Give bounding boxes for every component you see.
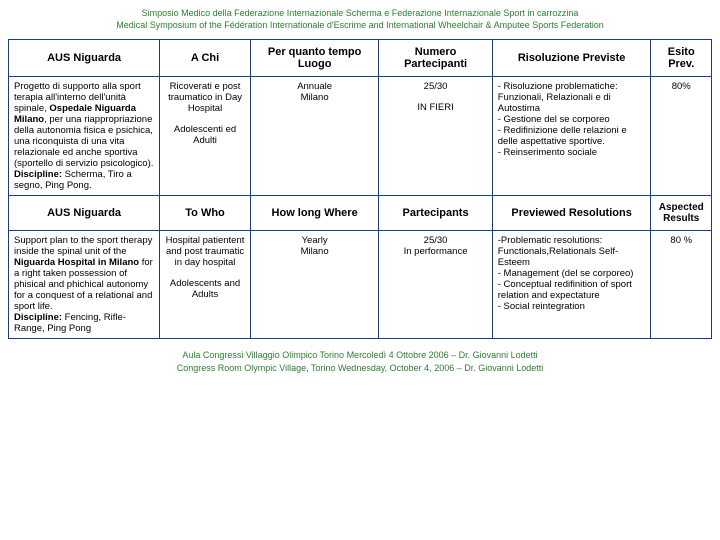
- num-1: 25/30: [384, 235, 486, 246]
- footer-line2: Congress Room Olympic Village, Torino We…: [8, 362, 712, 375]
- page-header: Simposio Medico della Federazione Intern…: [8, 8, 712, 31]
- cell-aus-it: Progetto di supporto alla sport terapia …: [9, 77, 160, 196]
- main-table: AUS Niguarda A Chi Per quanto tempo Luog…: [8, 39, 712, 339]
- cell-achi-it: Ricoverati e post traumatico in Day Hosp…: [160, 77, 251, 196]
- cell-ris-it: - Risoluzione problematiche: Funzionali,…: [492, 77, 651, 196]
- achi-2: Adolescents and Adults: [165, 278, 245, 300]
- data-row-en: Support plan to the sport therapy inside…: [9, 231, 712, 339]
- header-row-it: AUS Niguarda A Chi Per quanto tempo Luog…: [9, 40, 712, 77]
- achi-1: Hospital patientent and post traumatic i…: [165, 235, 245, 268]
- aus-bold: Niguarda Hospital in Milano: [14, 257, 139, 268]
- th-achi-en: To Who: [160, 196, 251, 231]
- per-2: Milano: [256, 246, 374, 257]
- cell-num-en: 25/30 In performance: [379, 231, 492, 339]
- th-aus: AUS Niguarda: [9, 40, 160, 77]
- cell-per-en: Yearly Milano: [250, 231, 379, 339]
- th-ris: Risoluzione Previste: [492, 40, 651, 77]
- achi-1: Ricoverati e post traumatico in Day Hosp…: [165, 81, 245, 114]
- aus-disc-label: Discipline:: [14, 312, 62, 323]
- cell-aus-en: Support plan to the sport therapy inside…: [9, 231, 160, 339]
- th-per: Per quanto tempo Luogo: [250, 40, 379, 77]
- cell-ris-en: -Problematic resolutions: Functionals,Re…: [492, 231, 651, 339]
- per-2: Milano: [256, 92, 374, 103]
- cell-esito-en: 80 %: [651, 231, 712, 339]
- th-num: Numero Partecipanti: [379, 40, 492, 77]
- th-per-en: How long Where: [250, 196, 379, 231]
- cell-per-it: Annuale Milano: [250, 77, 379, 196]
- header-row-en: AUS Niguarda To Who How long Where Parte…: [9, 196, 712, 231]
- aus-disc-label: Discipline:: [14, 169, 62, 180]
- cell-esito-it: 80%: [651, 77, 712, 196]
- footer-line1: Aula Congressi Villaggio Olimpico Torino…: [8, 349, 712, 362]
- data-row-it: Progetto di supporto alla sport terapia …: [9, 77, 712, 196]
- th-ris-en: Previewed Resolutions: [492, 196, 651, 231]
- th-num-en: Partecipants: [379, 196, 492, 231]
- header-line2: Medical Symposium of the Fédération Inte…: [8, 20, 712, 32]
- cell-num-it: 25/30 IN FIERI: [379, 77, 492, 196]
- th-esito-en: Aspected Results: [651, 196, 712, 231]
- th-esito: Esito Prev.: [651, 40, 712, 77]
- cell-achi-en: Hospital patientent and post traumatic i…: [160, 231, 251, 339]
- achi-2: Adolescenti ed Adulti: [165, 124, 245, 146]
- num-2: In performance: [384, 246, 486, 257]
- page-footer: Aula Congressi Villaggio Olimpico Torino…: [8, 349, 712, 374]
- aus-text: Support plan to the sport therapy inside…: [14, 235, 152, 257]
- num-2: IN FIERI: [384, 102, 486, 113]
- th-achi: A Chi: [160, 40, 251, 77]
- per-1: Annuale: [256, 81, 374, 92]
- header-line1: Simposio Medico della Federazione Intern…: [8, 8, 712, 20]
- num-1: 25/30: [384, 81, 486, 92]
- th-aus-en: AUS Niguarda: [9, 196, 160, 231]
- per-1: Yearly: [256, 235, 374, 246]
